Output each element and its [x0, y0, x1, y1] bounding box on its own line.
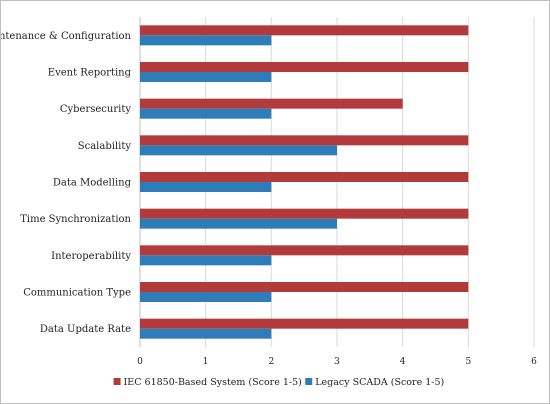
legacy-scada-bar	[140, 328, 272, 339]
x-tick-label: 6	[531, 357, 537, 367]
legacy-scada-bar	[140, 182, 272, 192]
category-label: Scalability	[78, 141, 132, 152]
legacy-scada-bar	[140, 108, 272, 119]
category-label: Data Update Rate	[40, 324, 131, 335]
category-label: Maintenance & Configuration	[1, 31, 132, 42]
category-label: Data Modelling	[53, 178, 132, 189]
legend-label-iec61850: IEC 61850-Based System (Score 1-5)	[124, 377, 302, 388]
iec61850-bar	[140, 62, 469, 72]
iec61850-bar	[140, 135, 469, 146]
x-tick-label: 0	[137, 357, 143, 367]
iec61850-bar	[140, 25, 469, 36]
bars	[140, 25, 469, 339]
legacy-scada-bar	[140, 145, 337, 156]
iec61850-bar	[140, 318, 469, 329]
iec61850-bar	[140, 172, 469, 182]
iec61850-bar	[140, 98, 403, 109]
legacy-scada-bar	[140, 72, 272, 82]
legacy-scada-bar	[140, 35, 272, 46]
legend-label-legacy-scada: Legacy SCADA (Score 1-5)	[315, 377, 444, 388]
x-tick-label: 1	[203, 357, 209, 367]
iec61850-bar	[140, 282, 469, 292]
legend: IEC 61850-Based System (Score 1-5) Legacy…	[113, 377, 444, 388]
category-label: Interoperability	[51, 251, 131, 262]
x-tick-labels: 0 1 2 3 4 5 6	[137, 357, 537, 367]
x-tick-label: 5	[465, 357, 471, 367]
category-labels: Maintenance & Configuration Event Reporti…	[1, 31, 132, 335]
iec61850-bar	[140, 245, 469, 256]
x-tick-label: 3	[334, 357, 340, 367]
x-tick-label: 4	[400, 357, 406, 367]
category-label: Cybersecurity	[60, 104, 131, 115]
category-label: Time Synchronization	[20, 214, 131, 225]
legend-swatch-iec61850	[113, 378, 121, 385]
category-label: Communication Type	[23, 288, 131, 299]
category-label: Event Reporting	[48, 68, 132, 79]
x-tick-label: 2	[268, 357, 274, 367]
legacy-scada-bar	[140, 292, 272, 302]
iec61850-bar	[140, 208, 469, 219]
legacy-scada-bar	[140, 255, 272, 266]
legend-swatch-legacy-scada	[305, 378, 313, 385]
legacy-scada-bar	[140, 218, 337, 229]
